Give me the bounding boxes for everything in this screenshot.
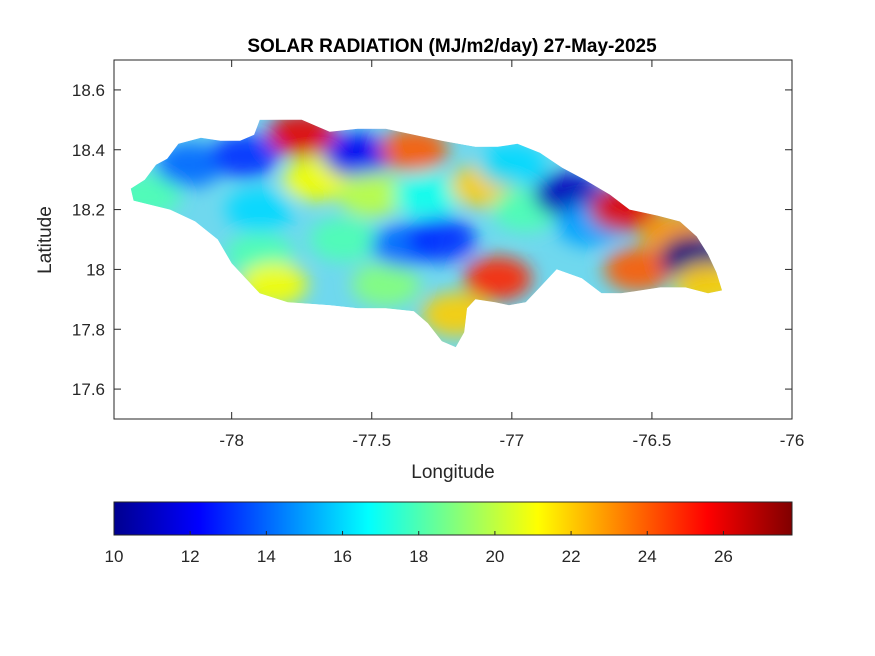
colorbar-tick-label: 24 <box>638 547 657 566</box>
field-sample <box>211 133 280 178</box>
colorbar-tick-label: 20 <box>485 547 504 566</box>
y-tick-label: 17.8 <box>72 320 105 339</box>
field-sample <box>379 127 448 172</box>
field-sample <box>477 142 546 187</box>
x-tick-label: -77.5 <box>352 431 391 450</box>
x-tick-label: -78 <box>219 431 244 450</box>
colorbar-tick-label: 26 <box>714 547 733 566</box>
colorbar-tick-label: 18 <box>409 547 428 566</box>
colorbar-tick-label: 22 <box>562 547 581 566</box>
x-tick-label: -76 <box>780 431 805 450</box>
field-sample <box>225 187 294 232</box>
radiation-field <box>130 119 723 337</box>
y-tick-label: 18 <box>86 260 105 279</box>
colorbar-tick-label: 16 <box>333 547 352 566</box>
x-axis-label: Longitude <box>411 462 494 483</box>
field-sample <box>393 172 462 217</box>
colorbar-ticks: 10 12 14 16 18 20 22 24 26 <box>105 531 733 566</box>
colorbar-tick-label: 14 <box>257 547 276 566</box>
x-axis: -78 -77.5 -77 -76.5 -76 <box>219 60 804 450</box>
y-axis: 17.6 17.8 18 18.2 18.4 18.6 <box>72 81 792 399</box>
field-sample <box>130 172 182 217</box>
chart-title: SOLAR RADIATION (MJ/m2/day) 27-May-2025 <box>247 36 657 57</box>
y-tick-label: 18.2 <box>72 201 105 220</box>
x-tick-label: -76.5 <box>633 431 672 450</box>
colorbar <box>113 501 793 536</box>
y-tick-label: 17.6 <box>72 380 105 399</box>
field-sample <box>463 256 532 301</box>
colorbar-tick-label: 12 <box>181 547 200 566</box>
field-sample <box>603 247 672 292</box>
colorbar-tick-label: 10 <box>105 547 124 566</box>
y-axis-label: Latitude <box>35 206 56 274</box>
x-tick-label: -77 <box>500 431 525 450</box>
y-tick-label: 18.4 <box>72 141 105 160</box>
field-sample <box>407 217 476 262</box>
field-sample <box>309 217 378 262</box>
field-sample <box>323 133 392 178</box>
field-sample <box>155 142 224 187</box>
map-layer <box>130 119 723 348</box>
field-sample <box>351 262 420 307</box>
y-tick-label: 18.6 <box>72 81 105 100</box>
field-sample <box>337 172 406 217</box>
